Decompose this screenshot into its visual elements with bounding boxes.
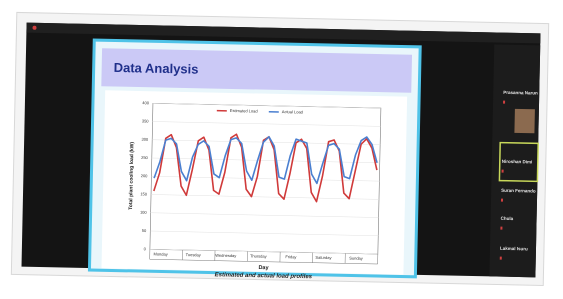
participant-photo (514, 109, 534, 133)
x-tick-label: Saturday (315, 255, 331, 260)
x-tick-label: Sunday (349, 256, 363, 261)
mic-icon (500, 227, 502, 230)
mic-icon (502, 170, 504, 173)
mic-icon (500, 257, 502, 260)
y-tick-label: 350 (142, 118, 150, 123)
screenshot: Data Analysis 050100150200250300350400Mo… (0, 0, 563, 299)
x-tick-label: Monday (153, 251, 167, 256)
x-tick-label: Tuesday (186, 252, 201, 257)
y-tick-label: 100 (140, 210, 148, 215)
x-tick-label: Friday (285, 254, 296, 259)
x-axis-label: Day (258, 265, 269, 271)
page: {"slide_title": "Data Analysis", "chart_… (0, 0, 563, 299)
y-tick-label: 250 (141, 155, 149, 160)
photo-frame: Data Analysis (11, 12, 548, 285)
y-tick-label: 400 (142, 100, 150, 105)
participant-name: Prasanna Narun (503, 90, 538, 96)
participant-name: Lakmal Isuru (500, 246, 528, 252)
slide-title: Data Analysis (114, 60, 199, 77)
mic-icon (501, 199, 503, 202)
y-tick-label: 300 (141, 137, 149, 142)
legend-label: Actual Load (282, 109, 303, 114)
y-tick-label: 200 (141, 173, 149, 178)
mic-icon (503, 101, 505, 104)
participant-name: Suran Fernando (501, 188, 536, 194)
participant-name: Chula (501, 216, 514, 221)
participant-name: Niroshan Dimi (502, 159, 533, 165)
x-tick-label: Wednesday (215, 253, 236, 258)
y-tick-label: 150 (140, 191, 148, 196)
x-tick-label: Thursday (250, 253, 267, 258)
legend-label: Estimated Load (230, 108, 258, 114)
